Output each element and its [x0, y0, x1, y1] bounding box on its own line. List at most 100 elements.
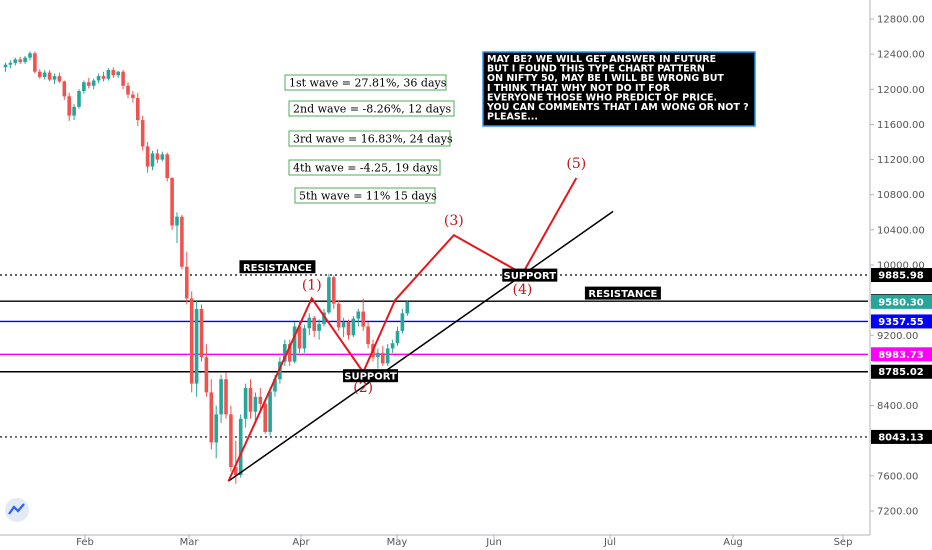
candle-body — [170, 178, 174, 226]
candle-body — [400, 313, 405, 331]
candle — [302, 324, 307, 353]
price-level-label: 8983.73 — [871, 347, 932, 362]
price-level-bg — [871, 429, 932, 444]
candle-body — [243, 388, 248, 419]
time-axis-label: Apr — [292, 537, 310, 548]
candle-body — [356, 311, 361, 319]
candle — [292, 322, 297, 364]
candle-body — [145, 146, 150, 167]
candle — [224, 372, 228, 419]
price-level-text: 9357.55 — [878, 317, 924, 328]
wave-info-text: 3rd wave = 16.83%, 24 days — [293, 133, 453, 146]
candle — [121, 69, 125, 90]
tag-background — [343, 369, 399, 383]
wave-label-5: (4) — [513, 282, 533, 298]
candle — [185, 251, 189, 305]
candle — [155, 149, 160, 164]
candle — [189, 291, 194, 393]
candle — [150, 150, 155, 171]
wave-info-border — [294, 187, 436, 204]
candle — [351, 315, 356, 338]
candle-body — [253, 396, 258, 412]
candle-body — [361, 311, 365, 327]
candle — [219, 374, 223, 424]
candle — [199, 304, 204, 362]
price-axis-label: 7600.00 — [877, 471, 918, 482]
note-background — [482, 51, 756, 127]
candle-body — [18, 59, 22, 63]
time-axis-label: Mar — [180, 537, 200, 548]
candle — [336, 300, 341, 331]
candle — [287, 339, 292, 367]
note-line: ON NIFTY 50, MAY BE I WILL BE WRONG BUT — [487, 73, 724, 84]
candle-body — [312, 317, 316, 331]
candle — [62, 80, 67, 100]
candle-body — [67, 96, 71, 116]
time-axis-label: May — [387, 537, 408, 548]
candle-body — [234, 467, 238, 475]
candle — [165, 152, 169, 182]
candle-body — [155, 153, 160, 160]
candle — [57, 72, 62, 84]
time-axis-label: Feb — [76, 537, 94, 548]
candle — [248, 379, 253, 419]
candle-body — [199, 308, 204, 358]
candle — [28, 51, 32, 61]
time-axis-label: Aug — [723, 537, 743, 548]
price-level-label: 9885.98 — [871, 268, 932, 283]
price-level-text: 8983.73 — [878, 350, 924, 361]
candle — [96, 73, 101, 84]
candle-body — [23, 57, 27, 63]
candle — [283, 339, 287, 367]
candle-body — [204, 357, 209, 393]
candle-body — [111, 69, 116, 76]
candle-body — [52, 76, 57, 80]
tag-resistance: RESISTANCE — [584, 286, 661, 300]
price-axis-label: 11200.00 — [877, 155, 925, 166]
price-level-bg — [871, 314, 932, 329]
candle-body — [72, 106, 76, 116]
candle-body — [77, 91, 81, 107]
tag-label: SUPPORT — [504, 271, 557, 282]
wave-info-text: 4th wave = -4.25, 19 days — [293, 162, 438, 175]
candle-body — [96, 76, 101, 81]
tag-support: SUPPORT — [502, 268, 558, 282]
candle-body — [258, 396, 263, 404]
candle-body — [292, 326, 297, 362]
candle-body — [87, 82, 91, 86]
candle-body — [116, 71, 120, 76]
time-axis-label: Sep — [834, 537, 853, 548]
candle-body — [38, 71, 42, 77]
price-level-bg — [871, 268, 932, 283]
candle-body — [366, 326, 370, 345]
candle-body — [302, 328, 307, 349]
price-level-text: 9580.30 — [878, 297, 924, 308]
tradingview-logo-icon[interactable] — [5, 498, 29, 522]
price-level-text: 8785.02 — [878, 367, 924, 378]
candle-body — [82, 82, 86, 92]
price-axis-label: 12400.00 — [877, 50, 925, 61]
price-axis-label: 12000.00 — [877, 85, 925, 96]
candle-body — [189, 298, 194, 384]
note-box: MAY BE? WE WILL GET ANSWER IN FUTUREBUT … — [482, 51, 756, 127]
candle-body — [341, 322, 346, 328]
candle-body — [106, 69, 111, 79]
price-axis-label: 10400.00 — [877, 225, 925, 236]
price-level-label: 9357.55 — [871, 314, 932, 329]
candle — [23, 55, 27, 64]
candle — [395, 326, 400, 346]
candle — [77, 89, 81, 109]
tag-background — [239, 260, 316, 274]
candle — [160, 151, 165, 162]
candle-body — [317, 323, 321, 331]
candle-body — [273, 379, 277, 392]
candle — [42, 69, 47, 80]
wave-info-box: 5th wave = 11% 15 days — [294, 187, 437, 204]
candle — [101, 71, 106, 82]
candle-body — [150, 153, 155, 167]
candle-body — [336, 303, 341, 328]
candle-body — [287, 344, 292, 362]
note-line: PLEASE... — [487, 112, 538, 123]
